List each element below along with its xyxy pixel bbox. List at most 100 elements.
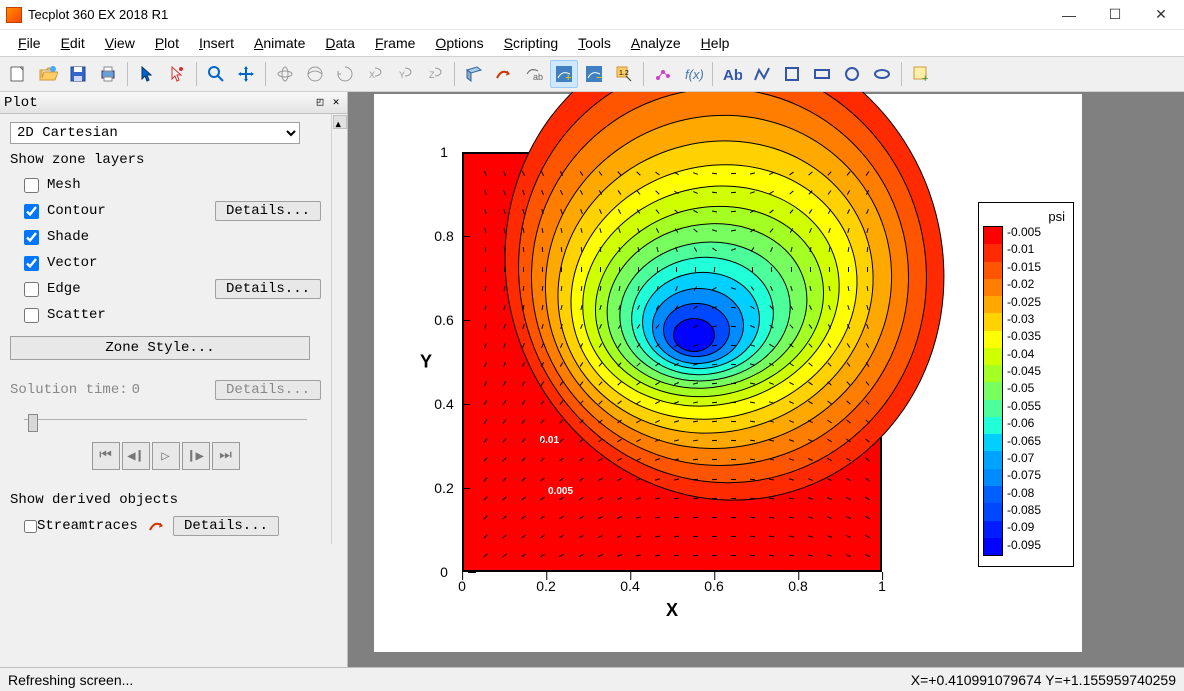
menu-plot[interactable]: Plot bbox=[147, 33, 187, 53]
layer-shade-checkbox[interactable] bbox=[24, 230, 39, 245]
menu-view[interactable]: View bbox=[97, 33, 143, 53]
streamtraces-details-button[interactable]: Details... bbox=[173, 516, 279, 536]
new-layout-icon[interactable] bbox=[4, 60, 32, 88]
layer-mesh-checkbox[interactable] bbox=[24, 178, 39, 193]
close-button[interactable]: ✕ bbox=[1138, 0, 1184, 30]
streamtrace-placement-icon[interactable] bbox=[147, 516, 167, 536]
legend-labels: -0.005-0.01-0.015-0.02-0.025-0.03-0.035-… bbox=[1007, 226, 1069, 556]
slice-icon[interactable] bbox=[460, 60, 488, 88]
xtick: 0.2 bbox=[536, 578, 555, 588]
circle-tool-icon[interactable] bbox=[838, 60, 866, 88]
menu-data[interactable]: Data bbox=[317, 33, 363, 53]
window-title: Tecplot 360 EX 2018 R1 bbox=[28, 7, 1046, 22]
contour-plot[interactable]: 0.010.005 bbox=[462, 152, 882, 572]
layer-scatter-checkbox[interactable] bbox=[24, 308, 39, 323]
print-icon[interactable] bbox=[94, 60, 122, 88]
layer-contour-checkbox[interactable] bbox=[24, 204, 39, 219]
next-frame-button[interactable]: ❙▶ bbox=[182, 442, 210, 470]
minimize-button[interactable]: — bbox=[1046, 0, 1092, 30]
play-button[interactable]: ▷ bbox=[152, 442, 180, 470]
rectangle-tool-icon[interactable] bbox=[808, 60, 836, 88]
legend-value: -0.01 bbox=[1007, 243, 1069, 260]
menu-insert[interactable]: Insert bbox=[191, 33, 242, 53]
toolbar: X Y Z ab + − 1.2 f(x) Ab + bbox=[0, 56, 1184, 92]
ytick: 0 bbox=[440, 564, 448, 580]
svg-text:ab: ab bbox=[533, 72, 543, 82]
square-tool-icon[interactable] bbox=[778, 60, 806, 88]
legend-value: -0.035 bbox=[1007, 330, 1069, 347]
ellipse-tool-icon[interactable] bbox=[868, 60, 896, 88]
plot-frame[interactable]: Add contour level 0.010.005 X Y 00.20.40… bbox=[374, 94, 1082, 652]
legend-value: -0.09 bbox=[1007, 521, 1069, 538]
sidebar-scrollbar[interactable]: ▴ bbox=[331, 114, 347, 544]
menu-animate[interactable]: Animate bbox=[246, 33, 313, 53]
rollerball-icon[interactable] bbox=[301, 60, 329, 88]
menu-edit[interactable]: Edit bbox=[53, 33, 93, 53]
rotate-x-icon[interactable]: X bbox=[361, 60, 389, 88]
extract-points-icon[interactable] bbox=[649, 60, 677, 88]
legend-value: -0.015 bbox=[1007, 261, 1069, 278]
new-frame-icon[interactable]: + bbox=[907, 60, 935, 88]
rotate-y-icon[interactable]: Y bbox=[391, 60, 419, 88]
menu-tools[interactable]: Tools bbox=[570, 33, 619, 53]
zone-style-button[interactable]: Zone Style... bbox=[10, 336, 310, 360]
equation-icon[interactable]: f(x) bbox=[679, 60, 707, 88]
menu-analyze[interactable]: Analyze bbox=[623, 33, 689, 53]
remove-contour-level-icon[interactable]: − bbox=[580, 60, 608, 88]
app-icon bbox=[6, 7, 22, 23]
rotate-z-icon[interactable]: Z bbox=[421, 60, 449, 88]
translate-icon[interactable] bbox=[232, 60, 260, 88]
color-legend[interactable]: psi -0.005-0.01-0.015-0.02-0.025-0.03-0.… bbox=[978, 202, 1074, 567]
svg-text:−: − bbox=[596, 72, 602, 84]
layer-contour-details-button[interactable]: Details... bbox=[215, 201, 321, 221]
xtick: 0.8 bbox=[788, 578, 807, 588]
polyline-tool-icon[interactable] bbox=[748, 60, 776, 88]
menu-scripting[interactable]: Scripting bbox=[496, 33, 566, 53]
menu-frame[interactable]: Frame bbox=[367, 33, 423, 53]
panel-close-icon[interactable]: ✕ bbox=[329, 96, 343, 110]
layer-vector-checkbox[interactable] bbox=[24, 256, 39, 271]
status-bar: Refreshing screen... X=+0.410991079674 Y… bbox=[0, 667, 1184, 691]
maximize-button[interactable]: ☐ bbox=[1092, 0, 1138, 30]
first-frame-button[interactable]: ⏮ bbox=[92, 442, 120, 470]
save-icon[interactable] bbox=[64, 60, 92, 88]
open-icon[interactable] bbox=[34, 60, 62, 88]
contour-label: 0.005 bbox=[548, 486, 573, 497]
ytick: 0.2 bbox=[434, 480, 453, 496]
legend-value: -0.06 bbox=[1007, 417, 1069, 434]
add-contour-level-icon[interactable]: + bbox=[550, 60, 578, 88]
add-contour-label-icon[interactable]: ab bbox=[520, 60, 548, 88]
layer-edge-details-button[interactable]: Details... bbox=[215, 279, 321, 299]
layer-edge-label: Edge bbox=[47, 281, 215, 297]
probe-icon[interactable]: 1.2 bbox=[610, 60, 638, 88]
layer-scatter-label: Scatter bbox=[47, 307, 321, 323]
streamtraces-checkbox[interactable] bbox=[24, 520, 37, 533]
menu-help[interactable]: Help bbox=[693, 33, 738, 53]
titlebar: Tecplot 360 EX 2018 R1 — ☐ ✕ bbox=[0, 0, 1184, 30]
adjuster-icon[interactable] bbox=[163, 60, 191, 88]
zoom-icon[interactable] bbox=[202, 60, 230, 88]
legend-title: psi bbox=[983, 209, 1069, 224]
prev-frame-button[interactable]: ◀❙ bbox=[122, 442, 150, 470]
ytick: 0.8 bbox=[434, 228, 453, 244]
rotate-icon[interactable] bbox=[271, 60, 299, 88]
menu-options[interactable]: Options bbox=[427, 33, 491, 53]
solution-time-details-button: Details... bbox=[215, 380, 321, 400]
twist-icon[interactable] bbox=[331, 60, 359, 88]
legend-value: -0.04 bbox=[1007, 348, 1069, 365]
legend-value: -0.05 bbox=[1007, 382, 1069, 399]
plot-type-select[interactable]: 2D Cartesian bbox=[10, 122, 300, 144]
time-slider[interactable] bbox=[24, 412, 307, 428]
xtick: 0.6 bbox=[704, 578, 723, 588]
pointer-icon[interactable] bbox=[133, 60, 161, 88]
legend-value: -0.055 bbox=[1007, 400, 1069, 417]
legend-value: -0.02 bbox=[1007, 278, 1069, 295]
layer-edge-checkbox[interactable] bbox=[24, 282, 39, 297]
panel-float-icon[interactable]: ◰ bbox=[313, 96, 327, 110]
ytick: 0.6 bbox=[434, 312, 453, 328]
text-tool-icon[interactable]: Ab bbox=[718, 60, 746, 88]
last-frame-button[interactable]: ⏭ bbox=[212, 442, 240, 470]
workspace[interactable]: Add contour level 0.010.005 X Y 00.20.40… bbox=[348, 92, 1184, 667]
streamtrace-tool-icon[interactable] bbox=[490, 60, 518, 88]
menu-file[interactable]: File bbox=[10, 33, 49, 53]
